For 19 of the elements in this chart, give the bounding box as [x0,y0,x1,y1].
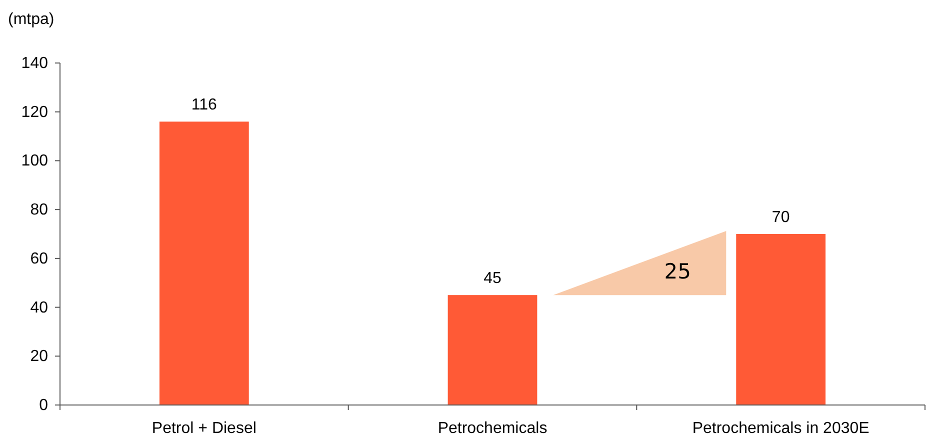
data-label: 116 [191,96,218,114]
y-tick-label: 100 [21,152,48,170]
x-tick-label: Petrol + Diesel [152,420,256,437]
y-tick-label: 60 [30,250,48,268]
y-tick-label: 120 [21,104,48,121]
bar [159,122,249,405]
data-label: 45 [484,270,502,288]
y-tick-label: 0 [39,397,48,414]
data-label: 70 [772,209,790,226]
bar [736,234,826,405]
y-tick-label: 140 [21,55,48,72]
y-tick-label: 20 [30,348,48,366]
y-axis-title: (mtpa) [8,11,54,28]
x-tick-label: Petrochemicals [438,420,548,437]
y-tick-label: 80 [30,202,48,219]
y-tick-label: 40 [30,299,48,316]
annotation: 25 [664,260,692,284]
x-tick-label: Petrochemicals in 2030E [692,420,870,437]
bar [448,295,538,405]
